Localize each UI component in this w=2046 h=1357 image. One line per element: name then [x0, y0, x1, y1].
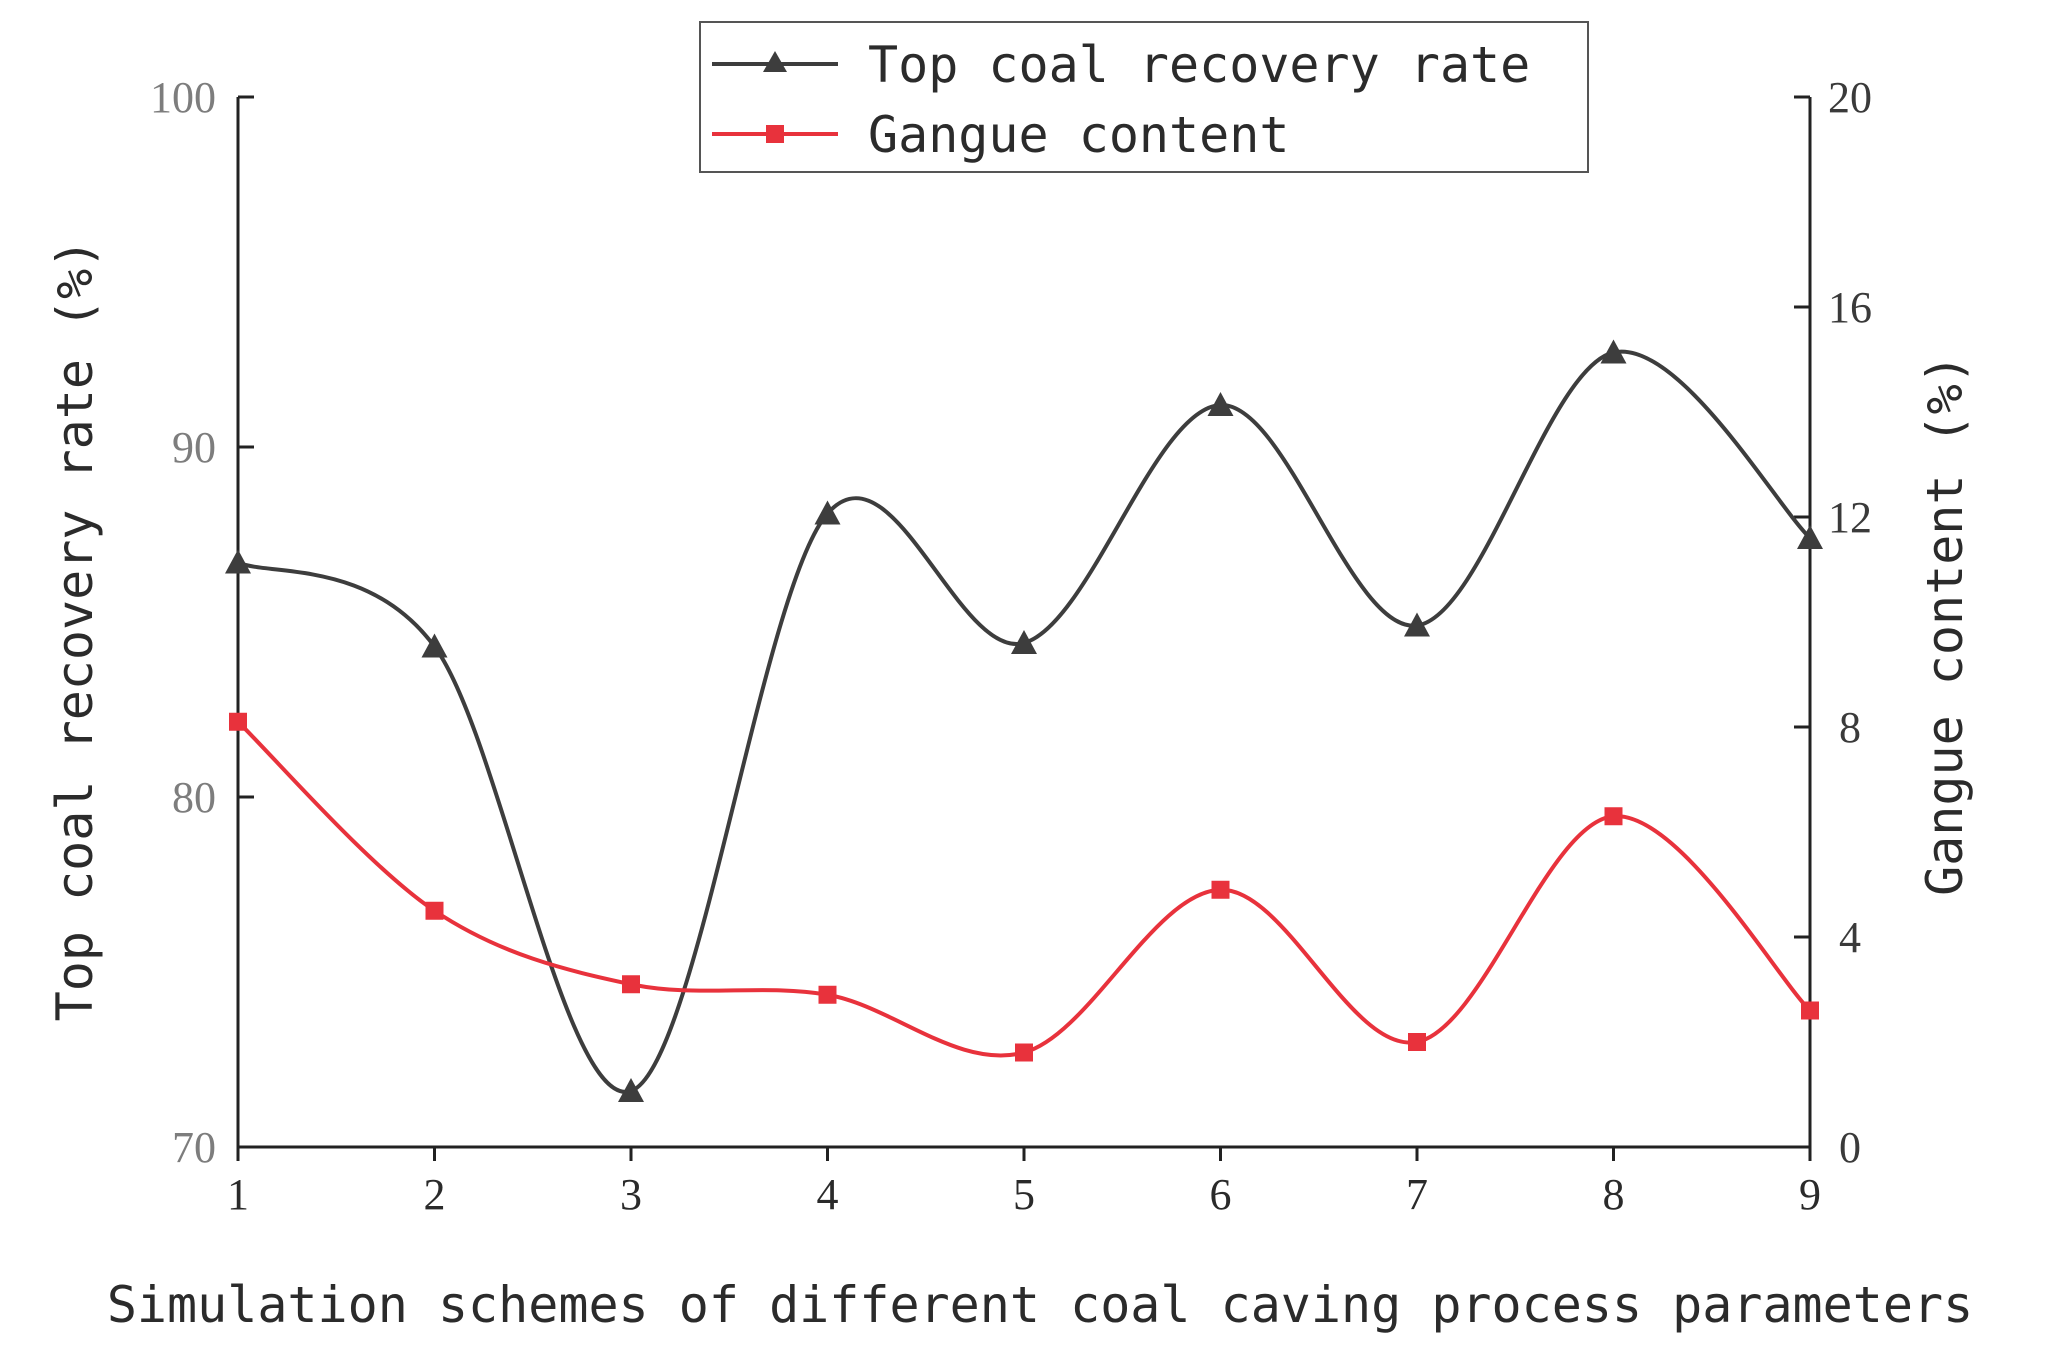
- y-right-tick-label: 20: [1828, 73, 1872, 122]
- x-tick-label: 5: [1013, 1170, 1035, 1219]
- y-right-tick-label: 16: [1828, 283, 1872, 332]
- x-tick-label: 9: [1799, 1170, 1821, 1219]
- series-line-gangue-content: [236, 720, 1812, 1058]
- data-point-top-coal-recovery-rate: [814, 500, 841, 525]
- data-point-gangue-content: [818, 985, 837, 1004]
- y-right-tick-label: 0: [1839, 1123, 1861, 1172]
- data-point-gangue-content: [1015, 1043, 1033, 1062]
- data-point-gangue-content: [1408, 1033, 1426, 1051]
- x-tick-label: 2: [424, 1170, 446, 1219]
- data-point-gangue-content: [1211, 880, 1230, 899]
- y-left-tick-label: 80: [172, 773, 216, 822]
- series-line-top-coal-recovery-rate: [237, 349, 1812, 1094]
- y-axis-right-title: Gangue content (%): [1916, 354, 1974, 896]
- data-point-gangue-content: [425, 901, 444, 920]
- legend-label-gangue: Gangue content: [868, 106, 1289, 164]
- x-tick-label: 7: [1406, 1170, 1428, 1219]
- data-point-gangue-content: [622, 975, 640, 994]
- data-point-top-coal-recovery-rate: [1011, 630, 1037, 655]
- y-left-tick-label: 70: [172, 1123, 216, 1172]
- data-point-gangue-content: [1604, 807, 1623, 826]
- data-point-top-coal-recovery-rate: [618, 1078, 644, 1103]
- data-point-top-coal-recovery-rate: [1600, 339, 1627, 364]
- data-point-gangue-content: [229, 712, 247, 731]
- x-axis-title: Simulation schemes of different coal cav…: [107, 1276, 1973, 1334]
- y-right-tick-label: 8: [1839, 703, 1861, 752]
- data-point-top-coal-recovery-rate: [1404, 612, 1430, 637]
- data-point-top-coal-recovery-rate: [1207, 392, 1234, 417]
- legend: Top coal recovery rate Gangue content: [699, 21, 1589, 173]
- y-left-tick-label: 90: [172, 423, 216, 472]
- legend-marker-square-icon: [766, 125, 784, 143]
- y-axis-left-title: Top coal recovery rate (%): [46, 239, 104, 1022]
- x-tick-label: 1: [227, 1170, 249, 1219]
- legend-box: [699, 21, 1589, 173]
- y-right-tick-label: 4: [1839, 913, 1861, 962]
- x-tick-label: 4: [817, 1170, 839, 1219]
- x-tick-label: 6: [1210, 1170, 1232, 1219]
- data-point-top-coal-recovery-rate: [421, 633, 448, 658]
- x-tick-label: 8: [1603, 1170, 1625, 1219]
- data-point-top-coal-recovery-rate: [1797, 525, 1823, 550]
- x-tick-label: 3: [620, 1170, 642, 1219]
- legend-marker-triangle-icon: [763, 51, 787, 72]
- labels-layer: Simulation schemes of different coal cav…: [46, 239, 1974, 1334]
- legend-label-recovery: Top coal recovery rate: [868, 36, 1530, 94]
- y-right-tick-label: 12: [1828, 493, 1872, 542]
- y-left-tick-label: 100: [150, 73, 216, 122]
- series-layer: [225, 339, 1823, 1103]
- data-point-top-coal-recovery-rate: [225, 549, 251, 574]
- data-point-gangue-content: [1801, 1001, 1819, 1020]
